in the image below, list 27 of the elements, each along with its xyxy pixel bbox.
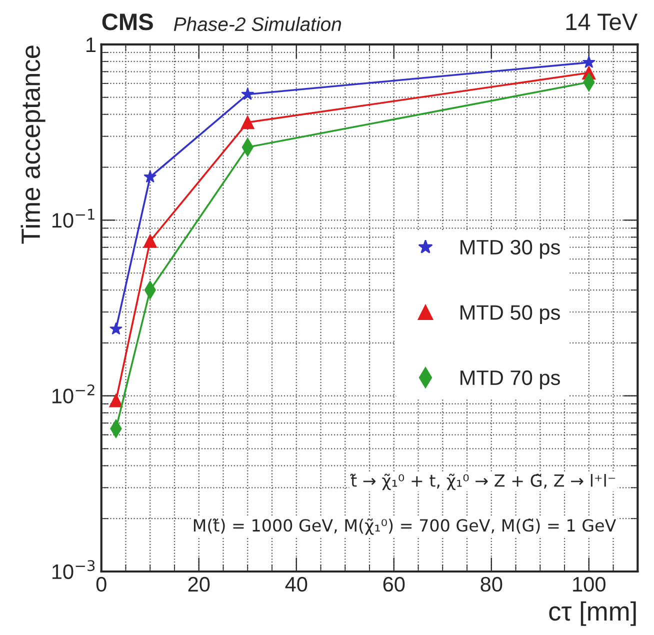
x-tick-label: 80	[480, 576, 502, 592]
point	[144, 170, 157, 183]
chart-subtitle: Phase-2 Simulation	[174, 16, 342, 32]
y-tick-label: 1	[86, 38, 96, 52]
text: 14 TeV	[566, 14, 638, 30]
legend-label: MTD 30 ps	[460, 240, 560, 259]
point	[582, 56, 596, 68]
x-tick-label: 20	[188, 576, 210, 592]
y-tick-label: 10$^{−3}$	[52, 560, 95, 580]
chart-title: CMS	[102, 14, 153, 30]
point	[109, 394, 123, 408]
y-tick-label: 10$^{−2}$	[52, 384, 94, 404]
x-tick-label: 100	[573, 576, 606, 592]
x-tick-label: 60	[383, 576, 405, 592]
point	[143, 234, 157, 248]
x-tick-label: 0	[96, 576, 106, 592]
annotation: t̃ → χ̃₁⁰ + t, χ̃₁⁰ → Z + G̃, Z → l⁺l⁻	[350, 474, 616, 490]
x-tick-label: 40	[285, 576, 308, 592]
legend-label: MTD 70 ps	[460, 370, 560, 390]
y-axis-title: Time acceptance	[20, 46, 46, 244]
y-tick-label: 10$^{−1}$	[52, 208, 94, 228]
legend-label: MTD 50 ps	[460, 305, 560, 324]
point	[241, 88, 254, 100]
annotation: M(t̃) = 1000 GeV, M(χ̃₁⁰) = 700 GeV, M(G̃) = 1 GeV	[194, 518, 616, 535]
x-axis-title: cτ [mm]	[549, 601, 636, 626]
point	[110, 322, 122, 335]
point	[240, 116, 254, 130]
